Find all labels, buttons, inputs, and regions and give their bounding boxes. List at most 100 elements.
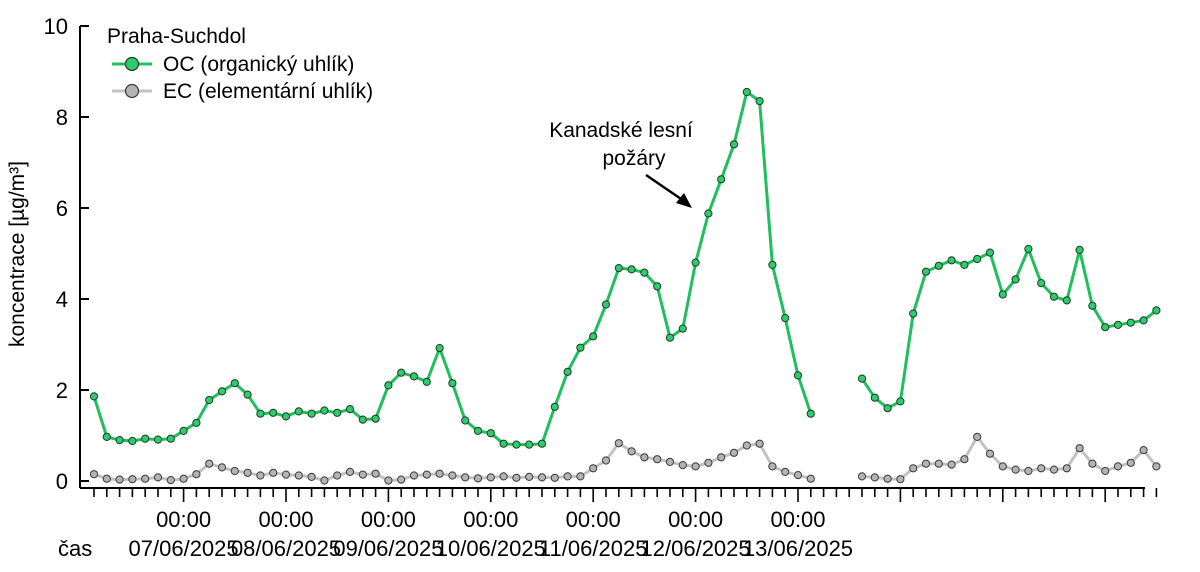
data-point — [1049, 292, 1059, 301]
data-point — [192, 470, 201, 479]
data-point — [1024, 244, 1033, 254]
data-point — [781, 467, 790, 476]
data-point — [320, 406, 329, 415]
x-axis-label: čas — [58, 536, 92, 561]
data-point — [947, 460, 956, 469]
data-point — [256, 409, 265, 418]
data-point — [192, 418, 201, 427]
data-point — [601, 456, 611, 465]
data-point — [230, 379, 239, 388]
data-point — [1088, 301, 1097, 310]
data-point — [973, 432, 982, 441]
data-point — [153, 435, 163, 444]
data-point — [281, 412, 291, 421]
data-point — [1113, 320, 1123, 329]
annotation-line-1: Kanadské lesní — [549, 119, 693, 142]
x-tick-date-label: 09/06/2025 — [333, 536, 443, 561]
y-tick-label-8: 8 — [56, 105, 68, 130]
data-point — [473, 426, 483, 435]
data-point — [742, 87, 751, 97]
data-point — [921, 267, 931, 276]
data-point — [102, 474, 111, 483]
annotation-arrowhead — [676, 193, 692, 208]
series-layer — [89, 87, 1161, 485]
data-point — [691, 462, 700, 471]
data-point — [742, 441, 751, 450]
data-point — [486, 429, 495, 438]
data-point — [729, 448, 739, 457]
data-point — [1126, 318, 1135, 327]
data-point — [448, 379, 457, 388]
data-point — [205, 395, 214, 405]
data-point — [896, 475, 905, 484]
data-point — [1113, 462, 1123, 471]
data-point — [217, 463, 227, 472]
data-point — [269, 408, 278, 417]
data-point — [653, 455, 662, 464]
data-point — [89, 392, 99, 401]
data-point — [729, 140, 739, 149]
annotation-line-2: požáry — [602, 147, 666, 170]
data-point — [678, 324, 687, 333]
legend-oc-marker — [124, 56, 140, 72]
data-point — [307, 472, 316, 481]
data-point — [883, 474, 892, 483]
data-point — [550, 402, 559, 411]
data-point — [512, 473, 521, 482]
data-point — [448, 471, 457, 480]
x-tick-time-label: 00:00 — [156, 507, 211, 532]
data-point — [973, 254, 982, 264]
data-point — [525, 440, 534, 449]
data-point — [166, 434, 175, 443]
data-point — [717, 453, 726, 462]
y-axis-ticks: 0 2 4 6 8 10 — [44, 14, 89, 494]
data-point — [793, 371, 803, 380]
data-point — [614, 264, 623, 273]
data-point — [934, 261, 943, 270]
data-point — [384, 381, 393, 390]
data-point — [486, 473, 495, 482]
data-point — [499, 439, 508, 448]
data-point — [115, 436, 124, 445]
x-tick-date-label: 08/06/2025 — [231, 536, 341, 561]
data-point — [857, 472, 867, 481]
data-point — [345, 405, 355, 414]
legend-title: Praha-Suchdol — [107, 25, 246, 48]
data-point — [640, 268, 649, 277]
series-line-segment — [860, 247, 1158, 410]
x-axis-ticks: 00:00 07/06/2025 00:00 08/06/2025 00:00 09/06… — [93, 488, 1158, 561]
data-point — [1062, 464, 1071, 473]
data-point — [1024, 466, 1033, 476]
data-point — [435, 469, 444, 478]
data-point — [909, 309, 918, 318]
data-point — [409, 471, 419, 480]
data-point — [1062, 296, 1071, 305]
series-oc — [89, 87, 1161, 449]
data-point — [589, 332, 598, 341]
data-point — [1126, 458, 1135, 467]
data-point — [870, 473, 879, 482]
data-point — [281, 470, 291, 479]
data-point — [371, 414, 380, 423]
data-point — [960, 260, 969, 269]
y-tick-label-0: 0 — [56, 469, 68, 494]
data-point — [461, 416, 470, 425]
data-point — [614, 439, 623, 448]
data-point — [256, 471, 265, 480]
data-point — [691, 258, 700, 267]
data-point — [269, 468, 278, 477]
data-point — [768, 462, 777, 471]
data-point — [512, 440, 521, 449]
legend-ec-marker — [124, 83, 140, 99]
data-point — [576, 343, 585, 352]
data-point — [294, 407, 303, 416]
data-point — [89, 470, 99, 479]
data-point — [960, 455, 969, 464]
series-ec — [89, 432, 1161, 485]
data-point — [806, 409, 815, 418]
data-point — [205, 459, 214, 468]
data-point — [947, 256, 956, 265]
data-point — [217, 387, 227, 396]
data-point — [1075, 245, 1084, 254]
data-point — [755, 439, 764, 448]
